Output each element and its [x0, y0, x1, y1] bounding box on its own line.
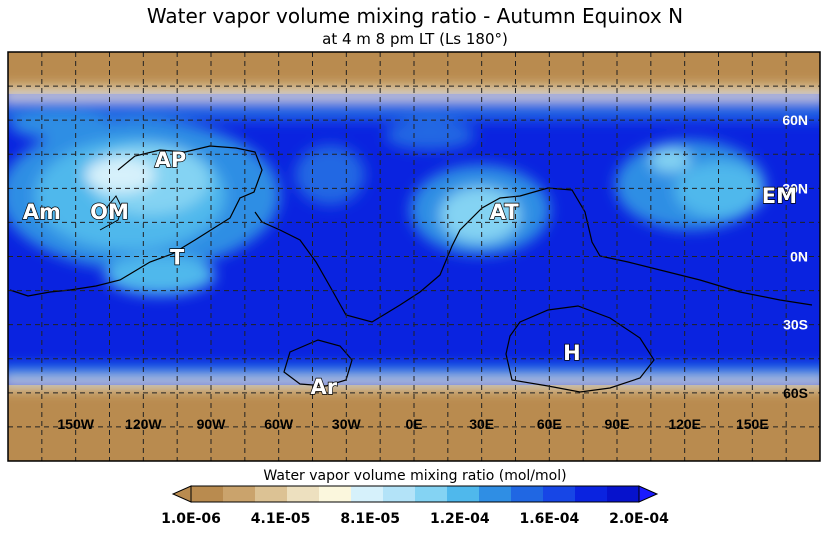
colorbar-swatch — [383, 486, 416, 502]
colorbar-min-arrow — [171, 485, 192, 503]
lon-tick-label: 90E — [605, 416, 630, 432]
colorbar-tick-label: 1.2E-04 — [429, 511, 490, 527]
region-label-em: EM — [762, 184, 797, 208]
colorbar-tick-label: 1.6E-04 — [519, 511, 580, 527]
lat-tick-labels: 60N 30N 0N 30S 60S — [782, 112, 808, 401]
lat-tick-label: 30S — [783, 317, 808, 333]
region-label-ar: Ar — [310, 375, 337, 399]
region-label-ap: AP — [155, 148, 187, 172]
lat-lon-grid — [8, 52, 820, 461]
colorbar-swatch — [223, 486, 256, 502]
colorbar-swatch — [255, 486, 288, 502]
lon-tick-label: 60W — [264, 416, 294, 432]
region-label-h: H — [563, 341, 581, 365]
lat-tick-label: 30N — [782, 180, 808, 196]
region-label-om: OM — [90, 200, 129, 224]
colorbar-swatch — [511, 486, 544, 502]
lon-tick-label: 120W — [125, 416, 162, 432]
chart-subtitle: at 4 m 8 pm LT (Ls 180°) — [322, 30, 508, 48]
colorbar-swatch — [543, 486, 576, 502]
lon-tick-label: 30E — [469, 416, 494, 432]
colorbar-swatch — [191, 486, 224, 502]
region-label-t: T — [170, 246, 185, 270]
colorbar-max-arrow — [638, 485, 659, 503]
colorbar-swatch — [415, 486, 448, 502]
lat-tick-label: 60N — [782, 112, 808, 128]
lat-tick-label: 0N — [790, 249, 808, 265]
colorbar-label: Water vapor volume mixing ratio (mol/mol… — [263, 468, 567, 484]
coastline-north — [9, 145, 263, 297]
colorbar-tick-label: 8.1E-05 — [340, 511, 401, 527]
lon-tick-label: 90W — [197, 416, 227, 432]
lon-tick-label: 30W — [332, 416, 362, 432]
heatmap-field — [8, 52, 820, 461]
colorbar-swatch — [287, 486, 320, 502]
plot-frame — [7, 51, 821, 462]
lon-tick-label: 0E — [405, 416, 422, 432]
lon-tick-label: 150W — [57, 416, 94, 432]
colorbar-tick-label: 4.1E-05 — [250, 511, 311, 527]
colorbar-swatch — [351, 486, 384, 502]
colorbar — [171, 485, 659, 503]
lon-tick-label: 60E — [537, 416, 562, 432]
colorbar-swatch — [479, 486, 512, 502]
lat-tick-label: 60S — [783, 385, 808, 401]
colorbar-tick-label: 1.0E-06 — [161, 511, 221, 527]
chart-title: Water vapor volume mixing ratio - Autumn… — [146, 4, 684, 28]
olympus-outline — [99, 195, 123, 231]
lon-tick-label: 120E — [668, 416, 701, 432]
colorbar-swatch — [607, 486, 640, 502]
colorbar-swatch — [319, 486, 352, 502]
region-label-am: Am — [23, 200, 61, 224]
lon-tick-label: 150E — [736, 416, 769, 432]
lon-tick-labels: 150W 120W 90W 60W 30W 0E 30E 60E 90E 120E 150E — [57, 416, 768, 432]
colorbar-swatch — [447, 486, 480, 502]
colorbar-swatch — [575, 486, 608, 502]
region-labels: AP Am OM T AT EM H Ar — [22, 147, 798, 400]
region-label-at: AT — [490, 200, 520, 224]
colorbar-tick-label: 2.0E-04 — [609, 511, 669, 527]
